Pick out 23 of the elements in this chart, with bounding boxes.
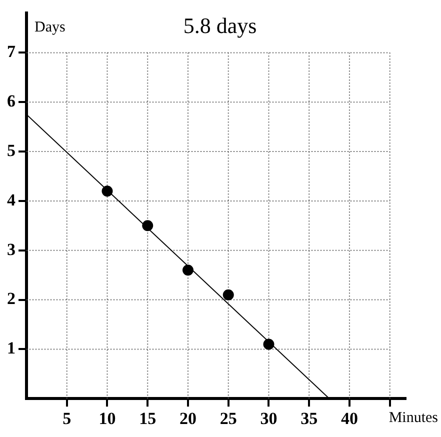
x-tick-label: 5: [62, 409, 72, 428]
x-tick-label: 40: [340, 409, 358, 428]
x-tick-label: 25: [220, 409, 237, 428]
x-tick-label: 20: [179, 409, 196, 428]
x-tick-label: 30: [260, 409, 278, 428]
point: [102, 186, 113, 197]
y-tick-label: 1: [7, 338, 16, 358]
point: [222, 289, 234, 300]
y-axis-title: Days: [34, 19, 66, 36]
x-tick-label: 15: [139, 409, 156, 428]
x-tick-label: 35: [300, 409, 318, 428]
x-tick-label: 10: [98, 409, 116, 428]
x-axis-title: Minutes: [388, 410, 438, 426]
annotation: 5.8 days: [183, 12, 257, 38]
y-tick-label: 6: [7, 92, 16, 111]
y-tick-label: 3: [7, 240, 16, 259]
y-tick-label: 2: [7, 289, 16, 308]
y-tick-label: 5: [7, 140, 16, 160]
y-tick-label: 7: [7, 42, 16, 62]
point: [142, 220, 154, 232]
y-tick-label: 4: [7, 190, 16, 210]
point: [182, 264, 194, 276]
point: [263, 338, 274, 350]
